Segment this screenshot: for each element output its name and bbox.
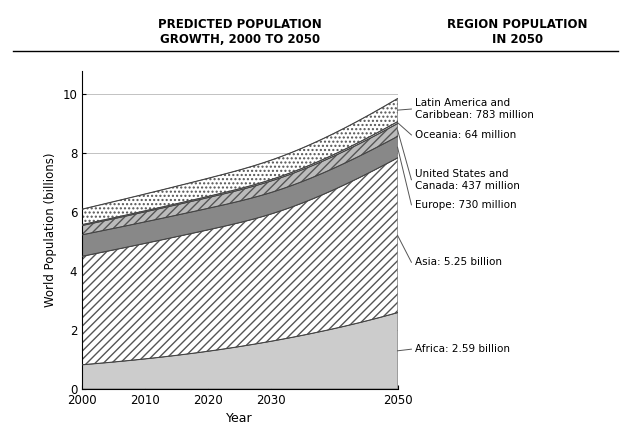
Text: REGION POPULATION
IN 2050: REGION POPULATION IN 2050 xyxy=(447,18,587,46)
Text: Latin America and
Caribbean: 783 million: Latin America and Caribbean: 783 million xyxy=(415,98,533,120)
Text: Africa: 2.59 billion: Africa: 2.59 billion xyxy=(415,344,510,354)
Text: Asia: 5.25 billion: Asia: 5.25 billion xyxy=(415,257,502,267)
X-axis label: Year: Year xyxy=(227,412,253,425)
Text: PREDICTED POPULATION
GROWTH, 2000 TO 2050: PREDICTED POPULATION GROWTH, 2000 TO 205… xyxy=(158,18,322,46)
Text: Oceania: 64 million: Oceania: 64 million xyxy=(415,130,516,140)
Text: Europe: 730 million: Europe: 730 million xyxy=(415,200,516,210)
Y-axis label: World Population (billions): World Population (billions) xyxy=(44,152,57,307)
Text: United States and
Canada: 437 million: United States and Canada: 437 million xyxy=(415,169,519,191)
